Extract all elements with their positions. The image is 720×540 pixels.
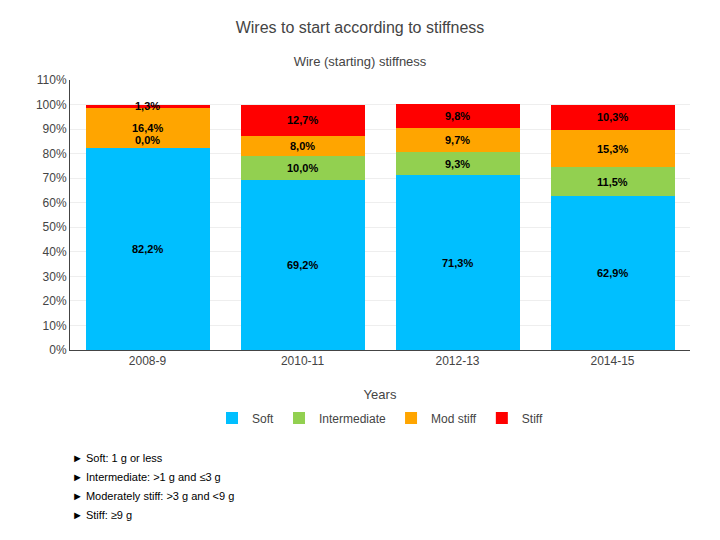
svg-text:9,8%: 9,8% — [445, 110, 470, 122]
svg-text:9,3%: 9,3% — [445, 158, 470, 170]
svg-text:8,0%: 8,0% — [290, 140, 315, 152]
svg-text:20%: 20% — [43, 294, 67, 308]
svg-text:2010-11: 2010-11 — [281, 354, 324, 368]
svg-text:10,0%: 10,0% — [287, 162, 318, 174]
svg-text:62,9%: 62,9% — [597, 267, 628, 279]
svg-text:9,7%: 9,7% — [445, 134, 470, 146]
svg-text:100%: 100% — [36, 98, 67, 112]
svg-text:82,2%: 82,2% — [132, 243, 163, 255]
svg-text:70%: 70% — [43, 171, 67, 185]
svg-text:Wires to start according to st: Wires to start according to stiffness — [236, 19, 485, 36]
svg-text:Stiff: Stiff — [522, 412, 543, 426]
svg-text:71,3%: 71,3% — [442, 257, 473, 269]
svg-text:► Stiff: ≥9 g: ► Stiff: ≥9 g — [72, 509, 132, 521]
svg-text:2014-15: 2014-15 — [590, 354, 634, 368]
svg-text:Soft: Soft — [252, 412, 274, 426]
svg-text:Intermediate: Intermediate — [319, 412, 386, 426]
svg-text:Years: Years — [364, 387, 397, 402]
svg-text:15,3%: 15,3% — [597, 143, 628, 155]
svg-text:Mod stiff: Mod stiff — [431, 412, 477, 426]
svg-text:0%: 0% — [49, 343, 67, 357]
svg-text:12,7%: 12,7% — [287, 114, 318, 126]
svg-text:► Soft: 1 g or less: ► Soft: 1 g or less — [72, 452, 163, 464]
svg-text:10%: 10% — [43, 319, 67, 333]
svg-text:11,5%: 11,5% — [597, 176, 628, 188]
svg-text:90%: 90% — [43, 122, 67, 136]
svg-text:40%: 40% — [43, 245, 67, 259]
svg-text:► Moderately stiff: >3 g and <: ► Moderately stiff: >3 g and <9 g — [72, 490, 234, 502]
svg-text:10,3%: 10,3% — [597, 111, 628, 123]
svg-text:60%: 60% — [43, 196, 67, 210]
svg-text:0,0%: 0,0% — [135, 134, 160, 146]
svg-text:69,2%: 69,2% — [287, 259, 318, 271]
svg-text:2008-9: 2008-9 — [129, 354, 167, 368]
svg-text:50%: 50% — [43, 220, 67, 234]
svg-text:30%: 30% — [43, 270, 67, 284]
svg-text:1,3%: 1,3% — [135, 100, 160, 112]
svg-text:2012-13: 2012-13 — [435, 354, 479, 368]
svg-text:110%: 110% — [37, 73, 67, 87]
svg-text:16,4%: 16,4% — [132, 122, 163, 134]
svg-text:80%: 80% — [43, 147, 67, 161]
svg-text:► Intermediate: >1 g and ≤3 g: ► Intermediate: >1 g and ≤3 g — [72, 471, 221, 483]
svg-text:Wire (starting) stiffness: Wire (starting) stiffness — [294, 54, 427, 69]
